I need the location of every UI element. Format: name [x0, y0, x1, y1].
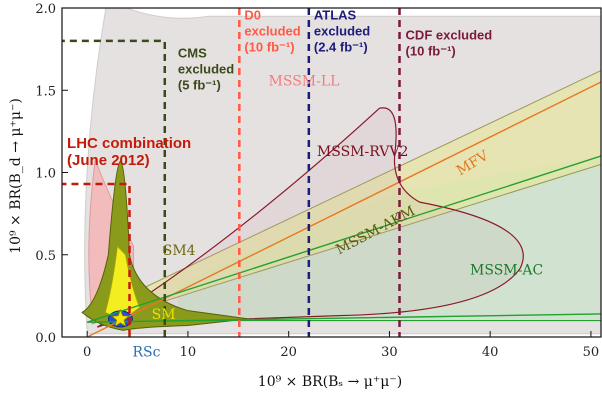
d0-label: D0 excluded (10 fb⁻¹)	[244, 8, 300, 55]
lhc-yellow-region	[104, 245, 141, 322]
y-tick-label: 0.0	[35, 331, 56, 346]
lhc-combination-limit-line	[62, 182, 131, 337]
model-label-sm: SM	[152, 307, 176, 323]
x-tick-label: 0	[83, 345, 91, 360]
sm-star-icon	[110, 308, 131, 328]
x-tick-label: 50	[583, 345, 600, 360]
cms-limit-line	[62, 39, 167, 337]
x-tick-label: 10	[180, 345, 197, 360]
mssm-rvv2-region	[96, 107, 524, 328]
series-lines	[86, 81, 601, 337]
x-tick-label: 20	[280, 345, 297, 360]
lhc-combination-label: LHC combination (June 2012)	[67, 135, 191, 169]
model-label-mssm-ll: MSSM-LL	[269, 73, 340, 89]
exclusion-limits	[62, 8, 401, 337]
x-tick-label: 40	[482, 345, 499, 360]
model-regions	[81, 8, 601, 335]
x-axis-label: 10⁹ × BR(Bₛ → μ⁺μ⁻)	[258, 374, 402, 390]
axis-ticks: 0 10 20 30 40 50 0.0 0.5 1.0 1.5 2.0	[35, 2, 599, 360]
x-tick-label: 30	[381, 345, 398, 360]
y-tick-label: 1.5	[35, 84, 56, 99]
atlas-label: ATLAS excluded (2.4 fb⁻¹)	[314, 8, 370, 55]
model-label-rsc: RSc	[133, 345, 161, 361]
model-label-mssm-rvv2: MSSM-RVV2	[317, 144, 409, 160]
cdf-label: CDF excluded (10 fb⁻¹)	[406, 27, 493, 58]
cms-label: CMS excluded (5 fb⁻¹)	[178, 45, 234, 92]
y-axis-label: 10⁹ × BR(B_d → μ⁺μ⁻)	[8, 98, 24, 254]
y-tick-label: 1.0	[35, 167, 56, 182]
series-line-1	[86, 155, 601, 323]
y-tick-label: 2.0	[35, 2, 56, 17]
model-label-sm4: SM4	[163, 243, 196, 259]
series-line-2	[87, 313, 601, 323]
model-label-mssm-ac: MSSM-AC	[470, 262, 543, 278]
y-tick-label: 0.5	[35, 249, 56, 264]
